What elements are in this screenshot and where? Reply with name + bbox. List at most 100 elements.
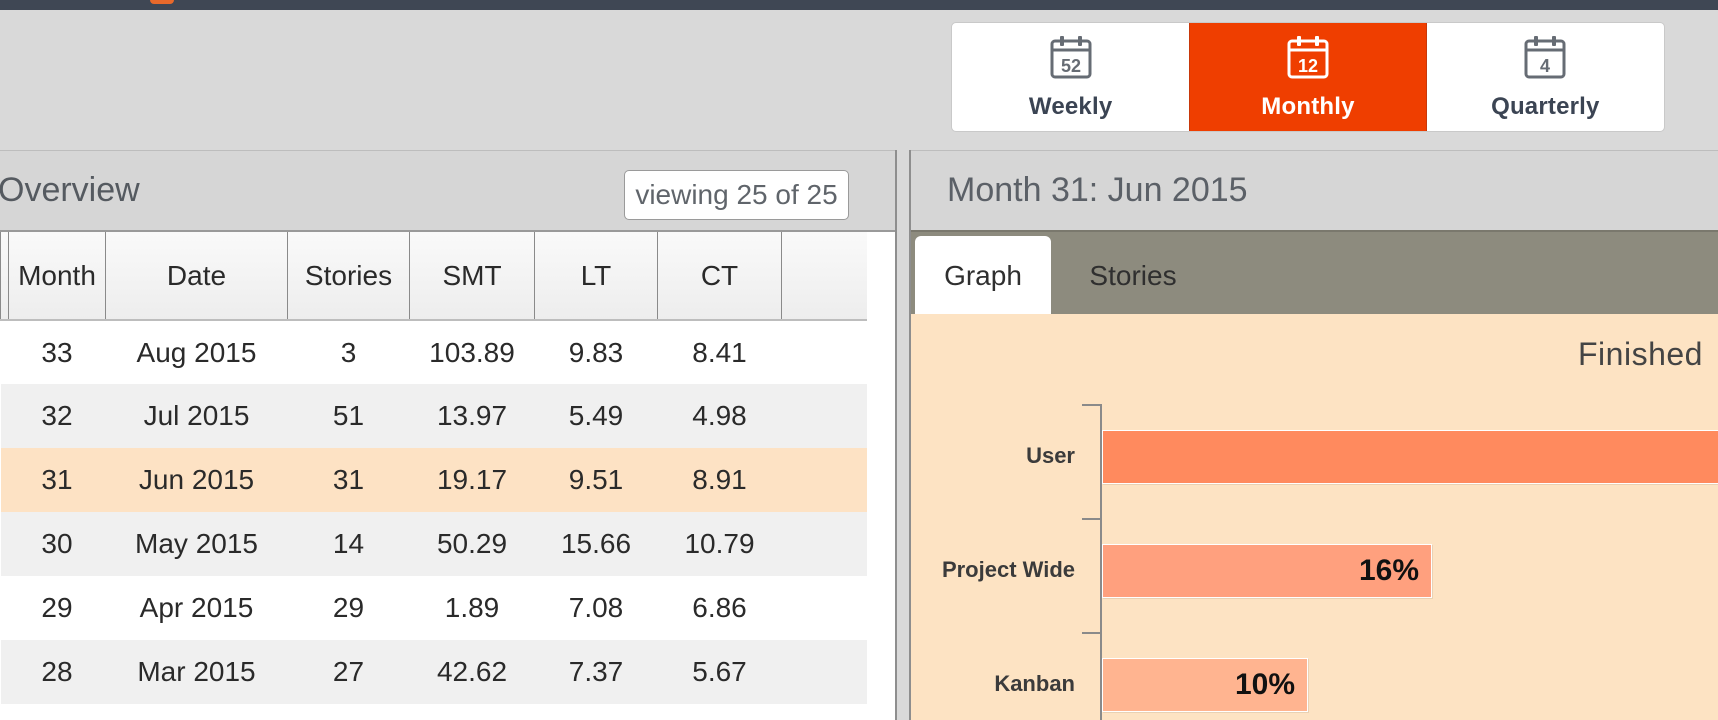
svg-text:12: 12 xyxy=(1298,56,1318,76)
cell-date: Aug 2015 xyxy=(136,336,257,368)
bar-kanban[interactable]: 10% xyxy=(1102,658,1308,712)
tab-graph[interactable]: Graph xyxy=(915,236,1051,316)
calendar-icon: 4 xyxy=(1524,34,1566,93)
bar-value-label: 16% xyxy=(1358,554,1419,587)
cell-ct: 8.41 xyxy=(692,336,747,368)
detail-header: Month 31: Jun 2015 xyxy=(911,150,1718,230)
column-spacer xyxy=(0,232,9,320)
cell-spacer xyxy=(782,384,867,448)
cell-spacer xyxy=(1,640,9,704)
bar-value-label: 10% xyxy=(1234,668,1295,701)
period-quarterly-button[interactable]: 4 Quarterly xyxy=(1427,23,1664,131)
cell-spacer xyxy=(1,448,9,512)
cell-ct: 8.91 xyxy=(692,464,747,495)
cell-date: Jul 2015 xyxy=(143,400,250,431)
panel-splitter[interactable] xyxy=(895,150,911,720)
category-label: Project Wide xyxy=(941,557,1075,582)
column-header-month[interactable]: Month xyxy=(8,232,106,320)
cell-month: 30 xyxy=(41,528,73,559)
column-header-smt[interactable]: SMT xyxy=(409,232,535,320)
overview-table-container: Month Date Stories SMT LT CT 33 Aug 2015 3 103.8… xyxy=(0,230,895,720)
axis-tick xyxy=(1082,632,1102,634)
cell-lt: 15.66 xyxy=(560,528,632,559)
column-header-stories[interactable]: Stories xyxy=(287,232,410,320)
axis-tick xyxy=(1082,404,1102,406)
period-label: Quarterly xyxy=(1491,92,1600,120)
overview-table: Month Date Stories SMT LT CT 33 Aug 2015 3 103.8… xyxy=(0,232,867,704)
column-spacer xyxy=(781,232,867,320)
axis-tick xyxy=(1082,518,1102,520)
cell-stories: 51 xyxy=(332,400,365,431)
cell-spacer xyxy=(1,384,9,448)
cell-smt: 103.89 xyxy=(429,336,515,368)
category-label: Kanban xyxy=(994,671,1075,696)
column-header-lt[interactable]: LT xyxy=(534,232,658,320)
period-label: Monthly xyxy=(1261,92,1355,120)
cell-smt: 13.97 xyxy=(436,400,508,431)
category-label: User xyxy=(1026,443,1075,468)
viewing-count-badge: viewing 25 of 25 xyxy=(624,170,849,220)
cell-lt: 9.51 xyxy=(568,464,624,495)
cell-ct: 4.98 xyxy=(692,400,747,431)
column-header-ct[interactable]: CT xyxy=(657,232,782,320)
table-row[interactable]: 30 May 2015 14 50.29 15.66 10.79 xyxy=(0,512,867,576)
cell-smt: 42.62 xyxy=(436,656,508,687)
cell-stories: 31 xyxy=(332,464,365,495)
graph-panel: Finished User Project Wide 16% Kanban 10% xyxy=(911,314,1718,720)
chart-title: Finished xyxy=(1578,336,1703,372)
tab-stories[interactable]: Stories xyxy=(1089,260,1177,291)
cell-smt: 1.89 xyxy=(444,592,500,623)
period-weekly-button[interactable]: 52 Weekly xyxy=(952,23,1189,131)
cell-stories: 14 xyxy=(332,528,365,559)
calendar-icon: 12 xyxy=(1287,34,1329,93)
cell-stories: 27 xyxy=(332,656,365,687)
table-row[interactable]: 28 Mar 2015 27 42.62 7.37 5.67 xyxy=(0,640,867,704)
overview-title: Overview xyxy=(0,171,140,209)
period-switcher: 52 Weekly 12 Monthly 4 Quarterly xyxy=(951,22,1665,132)
top-bar xyxy=(0,0,1718,10)
cell-spacer xyxy=(782,576,867,640)
cell-month: 32 xyxy=(41,400,73,431)
calendar-icon: 52 xyxy=(1050,34,1092,93)
cell-lt: 9.83 xyxy=(568,336,624,368)
cell-smt: 50.29 xyxy=(436,528,508,559)
cell-date: Mar 2015 xyxy=(137,656,256,687)
bar-user[interactable] xyxy=(1102,430,1718,484)
svg-text:52: 52 xyxy=(1061,56,1081,76)
svg-text:4: 4 xyxy=(1540,56,1550,76)
cell-lt: 7.37 xyxy=(568,656,624,687)
cell-stories: 3 xyxy=(340,336,357,368)
table-header-row: Month Date Stories SMT LT CT xyxy=(0,232,867,320)
period-label: Weekly xyxy=(1028,92,1113,120)
detail-title: Month 31: Jun 2015 xyxy=(947,171,1248,209)
table-row[interactable]: 32 Jul 2015 51 13.97 5.49 4.98 xyxy=(0,384,867,448)
cell-month: 28 xyxy=(41,656,73,687)
period-monthly-button[interactable]: 12 Monthly xyxy=(1189,23,1427,131)
cell-ct: 10.79 xyxy=(684,528,755,559)
cell-spacer xyxy=(782,640,867,704)
cell-spacer xyxy=(1,576,9,640)
cell-spacer xyxy=(1,512,9,576)
cell-spacer xyxy=(1,320,9,384)
table-row[interactable]: 29 Apr 2015 29 1.89 7.08 6.86 xyxy=(0,576,867,640)
cell-date: Jun 2015 xyxy=(138,464,255,495)
cell-stories: 29 xyxy=(332,592,365,623)
cell-spacer xyxy=(782,448,867,512)
cell-lt: 5.49 xyxy=(568,400,624,431)
cell-month: 29 xyxy=(41,592,73,623)
cell-ct: 5.67 xyxy=(692,656,747,687)
table-row[interactable]: 31 Jun 2015 31 19.17 9.51 8.91 xyxy=(0,448,867,512)
cell-spacer xyxy=(782,320,867,384)
cell-date: May 2015 xyxy=(135,528,258,559)
table-row[interactable]: 33 Aug 2015 3 103.89 9.83 8.41 xyxy=(0,320,867,384)
cell-month: 33 xyxy=(41,336,73,368)
cell-date: Apr 2015 xyxy=(139,592,254,623)
cell-lt: 7.08 xyxy=(568,592,624,623)
cell-spacer xyxy=(782,512,867,576)
bar-project-wide[interactable]: 16% xyxy=(1102,544,1432,598)
column-header-date[interactable]: Date xyxy=(105,232,288,320)
cell-smt: 19.17 xyxy=(436,464,508,495)
cell-month: 31 xyxy=(41,464,73,495)
overview-header: Overview viewing 25 of 25 xyxy=(0,150,895,230)
chart-y-axis xyxy=(1100,404,1102,720)
